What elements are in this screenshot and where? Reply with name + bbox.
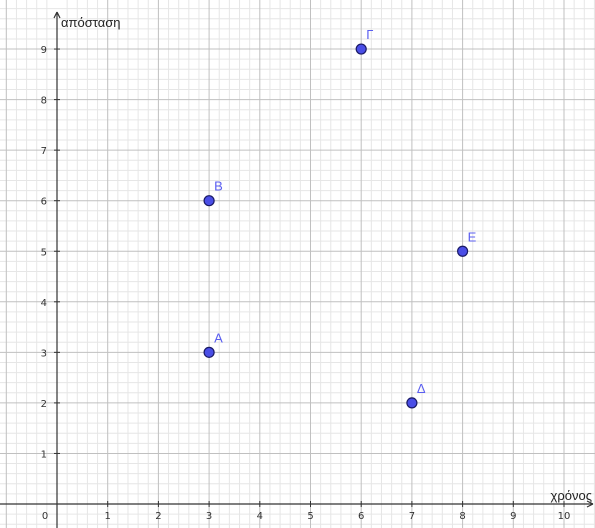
x-tick-label: 7 (409, 511, 415, 522)
x-tick-label: 0 (42, 511, 48, 522)
y-tick-label: 8 (41, 96, 47, 107)
point-label: Δ (417, 381, 426, 396)
data-points: Α Β Γ Δ Ε (203, 27, 477, 409)
x-tick-label: 10 (558, 511, 571, 522)
data-point (457, 245, 469, 257)
point-label: Ε (468, 229, 477, 244)
y-tick-label: 5 (41, 247, 47, 258)
y-tick-label: 3 (41, 348, 47, 359)
x-tick-label: 8 (459, 511, 465, 522)
y-tick-label: 4 (41, 298, 47, 309)
y-tick-label: 1 (41, 449, 47, 460)
x-axis-arrow (586, 500, 594, 508)
x-axis-label: χρόνος (551, 488, 592, 503)
data-point (355, 43, 367, 55)
y-tick-label: 2 (41, 399, 47, 410)
x-tick-label: 1 (105, 511, 111, 522)
y-tick-label: 9 (41, 45, 47, 56)
data-point (203, 195, 215, 207)
point-label: Α (214, 330, 223, 345)
x-tick-label: 6 (358, 511, 364, 522)
point-label: Β (214, 179, 223, 194)
x-tick-label: 4 (257, 511, 263, 522)
x-tick-label: 2 (155, 511, 161, 522)
data-point (203, 346, 215, 358)
y-axis-label: απόσταση (61, 15, 120, 30)
tick-labels: 0 1 2 3 4 5 6 7 8 9 10 1 2 3 4 5 6 7 8 9 (41, 45, 571, 522)
x-tick-label: 3 (206, 511, 212, 522)
data-point (406, 397, 418, 409)
y-axis-arrow (53, 11, 61, 19)
y-tick-label: 7 (41, 146, 47, 157)
point-label: Γ (366, 27, 373, 42)
y-tick-label: 6 (41, 197, 47, 208)
x-tick-label: 9 (510, 511, 516, 522)
x-tick-label: 5 (307, 511, 313, 522)
axes (0, 11, 594, 528)
